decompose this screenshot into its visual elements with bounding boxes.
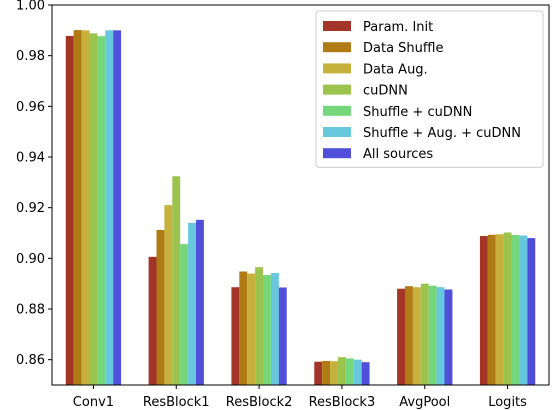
bar-conv1-7 [113,30,122,386]
bar-resblock3-5 [345,358,354,385]
x-tick-label: ResBlock3 [309,395,376,410]
legend-label: Param. Init [363,20,433,35]
bar-resblock2-3 [247,273,256,385]
bar-resblock3-6 [353,359,362,385]
bar-resblock3-1 [314,361,323,385]
y-tick-label: 0.88 [16,303,45,318]
legend-swatch [323,42,351,53]
x-tick-label: AvgPool [399,395,450,410]
legend-label: cuDNN [363,84,408,99]
bar-resblock2-4 [255,267,264,385]
bar-resblock3-4 [337,357,346,385]
x-axis: Conv1 ResBlock1 ResBlock2 ResBlock3 AvgPool L… [73,385,527,410]
bar-resblock1-6 [188,222,196,385]
y-tick-label: 0.86 [16,353,45,368]
bar-resblock2-7 [278,287,287,385]
legend: Param. Init Data Shuffle Data Aug. cuDNN Shu… [315,10,544,168]
y-tick-label: 1.00 [16,0,45,14]
legend-label: Data Shuffle [363,41,443,56]
axes-frame [51,4,550,386]
bar-conv1-4 [89,33,98,386]
bar-resblock2-6 [270,273,279,385]
x-tick-label: ResBlock1 [143,395,210,410]
x-tick-label: Logits [488,395,527,410]
legend-label: Shuffle + Aug. + cuDNN [363,126,521,141]
bar-logits-6 [519,235,528,385]
x-tick-label: ResBlock2 [226,395,293,410]
bar-resblock3-7 [361,362,370,385]
bar-resblock2-2 [239,271,248,385]
bar-conv1-6 [105,30,114,386]
y-tick-label: 0.94 [16,151,45,166]
bar-resblock3-2 [322,360,331,385]
legend-swatch [323,21,351,31]
y-axis: 0.86 0.88 0.90 0.92 0.94 0.96 0.98 1.00 [16,0,52,368]
legend-label: Data Aug. [363,62,428,77]
bar-resblock1-1 [148,256,157,385]
bar-conv1-2 [73,30,82,386]
bar-resblock1-2 [156,229,165,385]
bar-conv1-3 [81,30,90,386]
bar-logits-1 [479,236,488,385]
x-tick-label: Conv1 [73,395,114,410]
bar-resblock3-3 [330,361,338,385]
bar-resblock1-3 [164,205,173,385]
bar-resblock2-1 [231,287,240,385]
bar-logits-7 [527,238,536,385]
bar-avgpool-2 [405,286,413,385]
bar-avgpool-4 [420,283,429,385]
bar-logits-4 [503,232,512,385]
legend-box [315,10,544,168]
bar-conv1-5 [97,36,106,385]
y-tick-label: 0.98 [16,49,45,64]
bar-avgpool-6 [436,287,445,385]
bar-avgpool-3 [412,287,421,385]
bar-avgpool-5 [428,285,437,385]
legend-swatch [323,127,351,137]
bar-avgpool-7 [444,289,453,385]
bar-conv1-1 [65,35,74,385]
bar-resblock1-7 [196,219,204,385]
bar-logits-3 [495,234,504,385]
y-tick-label: 0.90 [16,252,45,267]
bar-avgpool-1 [397,288,405,385]
legend-label: Shuffle + cuDNN [363,105,472,120]
bars-group [65,30,536,386]
legend-swatch [323,84,351,95]
legend-swatch [323,105,351,116]
legend-label: All sources [363,147,433,162]
y-tick-label: 0.96 [16,100,45,115]
bar-resblock1-5 [180,244,189,385]
bar-resblock1-4 [172,176,181,385]
bar-resblock2-5 [263,275,271,385]
legend-swatch [323,148,351,159]
bar-logits-5 [511,235,520,385]
legend-swatch [323,63,351,74]
bar-logits-2 [487,234,496,385]
y-tick-label: 0.92 [16,201,45,216]
